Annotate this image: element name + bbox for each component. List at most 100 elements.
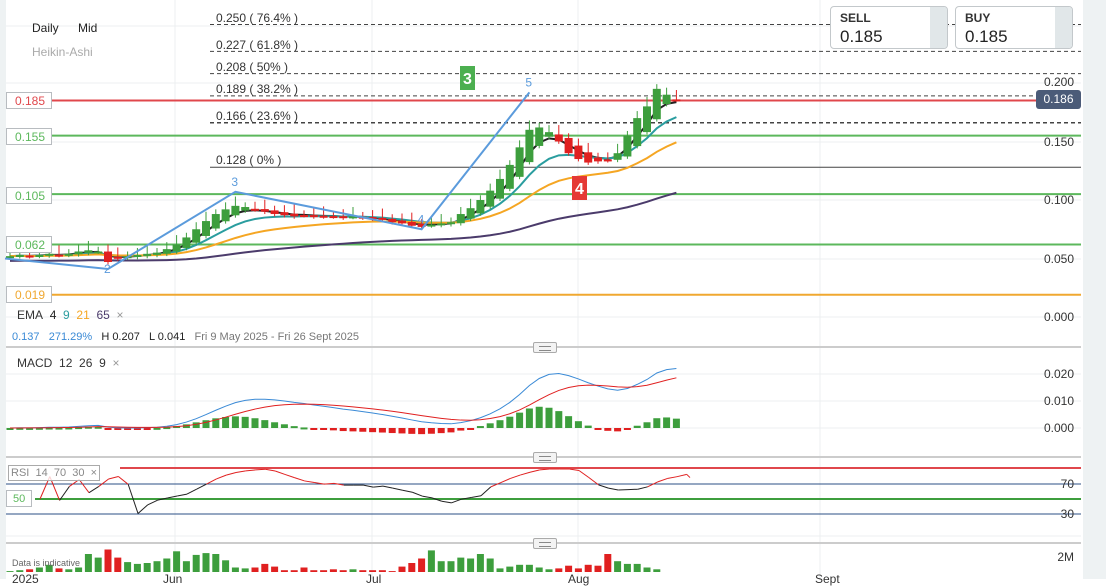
volume-bar bbox=[546, 569, 553, 572]
sell-label: SELL bbox=[840, 11, 871, 25]
rsi-period[interactable]: 14 bbox=[35, 467, 47, 479]
volume-bar bbox=[75, 568, 82, 573]
volume-bar bbox=[624, 564, 631, 572]
hline-label-0105[interactable]: 0.105 bbox=[6, 187, 52, 204]
volume-bar bbox=[212, 554, 219, 572]
rsi-close-icon[interactable]: × bbox=[91, 467, 97, 479]
macd-signal-line bbox=[10, 378, 676, 428]
buy-label: BUY bbox=[965, 11, 990, 25]
sell-button[interactable]: SELL 0.185 bbox=[830, 6, 948, 49]
ema-65-line bbox=[10, 193, 676, 261]
candle bbox=[153, 253, 161, 255]
ema-close-icon[interactable]: × bbox=[116, 308, 123, 322]
volume-bar bbox=[281, 570, 288, 572]
rsi-line-segment bbox=[216, 475, 226, 479]
hline-label-0019[interactable]: 0.019 bbox=[6, 286, 52, 303]
volume-bar bbox=[506, 567, 513, 572]
panel-resize-handle[interactable] bbox=[533, 342, 557, 353]
stats-line: 0.137 271.29% H 0.207 L 0.041 Fri 9 May … bbox=[12, 331, 359, 343]
rsi-line-segment bbox=[422, 496, 432, 498]
rsi-line-segment bbox=[540, 469, 550, 470]
volume-bar bbox=[252, 568, 259, 573]
candle bbox=[584, 152, 592, 162]
hline-label-0155[interactable]: 0.155 bbox=[6, 128, 52, 145]
candle bbox=[202, 221, 210, 236]
rsi-line-segment bbox=[118, 477, 128, 485]
volume-bar bbox=[330, 569, 337, 572]
candle bbox=[604, 159, 612, 161]
rsi-line-segment bbox=[285, 474, 295, 477]
candle bbox=[496, 179, 504, 199]
volume-bar bbox=[105, 550, 112, 573]
candle bbox=[182, 237, 190, 248]
rsi-line-segment bbox=[608, 488, 618, 490]
ema-4[interactable]: 4 bbox=[50, 308, 57, 322]
macd-signal[interactable]: 9 bbox=[99, 356, 106, 370]
macd-histogram-bar bbox=[154, 428, 161, 430]
rsi-line-segment bbox=[510, 475, 520, 478]
wave-box-label: 3 bbox=[463, 71, 472, 88]
ema-65[interactable]: 65 bbox=[96, 308, 109, 322]
ema-9[interactable]: 9 bbox=[63, 308, 70, 322]
macd-histogram-bar bbox=[105, 428, 112, 430]
volume-bar bbox=[526, 565, 533, 572]
ema-21[interactable]: 21 bbox=[76, 308, 89, 322]
macd-fast[interactable]: 12 bbox=[59, 356, 72, 370]
candle bbox=[173, 244, 181, 251]
rsi-line-segment bbox=[599, 485, 609, 488]
macd-histogram-bar bbox=[653, 418, 660, 428]
volume-bar bbox=[516, 565, 523, 572]
macd-histogram-bar bbox=[242, 417, 249, 428]
candle bbox=[114, 257, 122, 259]
macd-histogram-bar bbox=[301, 427, 308, 429]
candle bbox=[310, 215, 318, 217]
macd-histogram-bar bbox=[330, 428, 337, 430]
buy-button[interactable]: BUY 0.185 bbox=[955, 6, 1073, 49]
macd-histogram-bar bbox=[575, 421, 582, 428]
rsi-line-segment bbox=[305, 481, 315, 483]
macd-slow[interactable]: 26 bbox=[79, 356, 92, 370]
rsi-axis-label: 30 bbox=[1061, 507, 1074, 521]
volume-bar bbox=[222, 560, 229, 572]
volume-bar bbox=[585, 565, 592, 572]
rsi-lower[interactable]: 30 bbox=[72, 467, 84, 479]
panel-resize-handle[interactable] bbox=[533, 538, 557, 549]
macd-histogram-bar bbox=[399, 428, 406, 433]
volume-bar bbox=[310, 570, 317, 572]
candle bbox=[84, 250, 92, 253]
macd-close-icon[interactable]: × bbox=[112, 356, 119, 370]
price-type-selector[interactable]: Mid bbox=[78, 21, 97, 35]
panel-resize-handle[interactable] bbox=[533, 452, 557, 463]
interval-selector[interactable]: Daily bbox=[32, 21, 59, 35]
candle bbox=[26, 256, 34, 258]
rsi-line-segment bbox=[412, 492, 422, 496]
candle bbox=[594, 157, 602, 161]
rsi-upper[interactable]: 70 bbox=[54, 467, 66, 479]
candle bbox=[545, 132, 553, 137]
candle bbox=[290, 214, 298, 217]
candle bbox=[45, 254, 53, 256]
x-axis-label: Jul bbox=[366, 572, 381, 586]
macd-histogram-bar bbox=[614, 428, 621, 431]
candle bbox=[35, 255, 43, 257]
chart-type-label[interactable]: Heikin-Ashi bbox=[32, 45, 93, 59]
hline-label-0062[interactable]: 0.062 bbox=[6, 236, 52, 253]
rsi-line-segment bbox=[530, 470, 540, 472]
ema-legend: EMA 4 9 21 65 × bbox=[17, 308, 123, 322]
volume-bar bbox=[418, 559, 425, 573]
hline-label-0185[interactable]: 0.185 bbox=[6, 92, 52, 109]
rsi-line-segment bbox=[265, 469, 275, 471]
candle bbox=[75, 251, 83, 254]
candle bbox=[447, 222, 455, 224]
candle bbox=[222, 209, 230, 221]
candle bbox=[104, 252, 112, 262]
price-axis-label: 0.050 bbox=[1044, 252, 1074, 266]
volume-bar bbox=[114, 558, 121, 572]
buy-button-side bbox=[1055, 7, 1072, 48]
candle bbox=[320, 216, 328, 218]
macd-histogram-bar bbox=[232, 416, 239, 428]
volume-bar bbox=[634, 564, 641, 572]
volume-bar bbox=[203, 553, 210, 572]
macd-histogram-bar bbox=[624, 428, 631, 430]
